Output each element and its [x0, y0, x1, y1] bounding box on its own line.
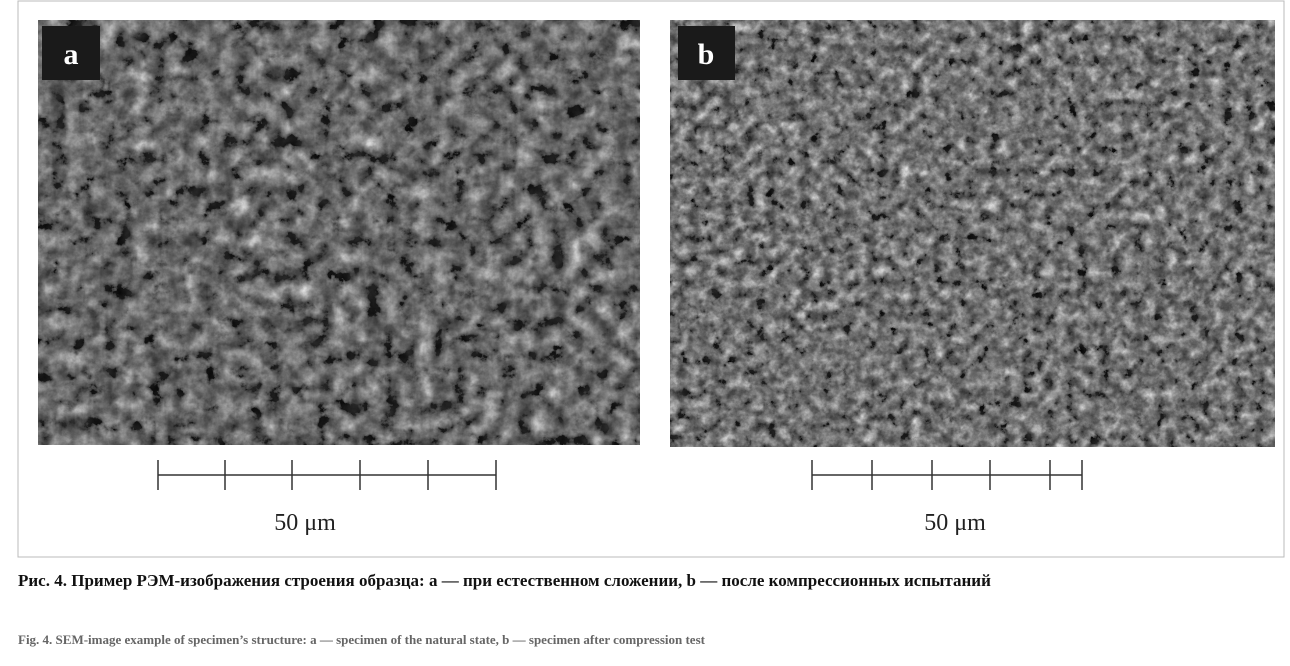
- panel-label: b: [698, 38, 715, 71]
- sem-texture-b: [670, 20, 1275, 447]
- panel-label: a: [64, 38, 79, 71]
- scale-label: 50 μm: [924, 510, 986, 536]
- caption-ru: Рис. 4. Пример РЭМ-изображения строения …: [18, 570, 1268, 592]
- page: {"figure": { "panels": [ {"label": "a", …: [0, 0, 1290, 666]
- caption-en: Fig. 4. SEM-image example of specimen’s …: [18, 632, 705, 648]
- figure: a b 50 μm 50 μm: [0, 0, 1290, 560]
- scale-bar: [158, 460, 496, 490]
- sem-texture-a: [38, 20, 640, 445]
- scale-bar: [812, 460, 1082, 490]
- scale-label: 50 μm: [274, 510, 336, 536]
